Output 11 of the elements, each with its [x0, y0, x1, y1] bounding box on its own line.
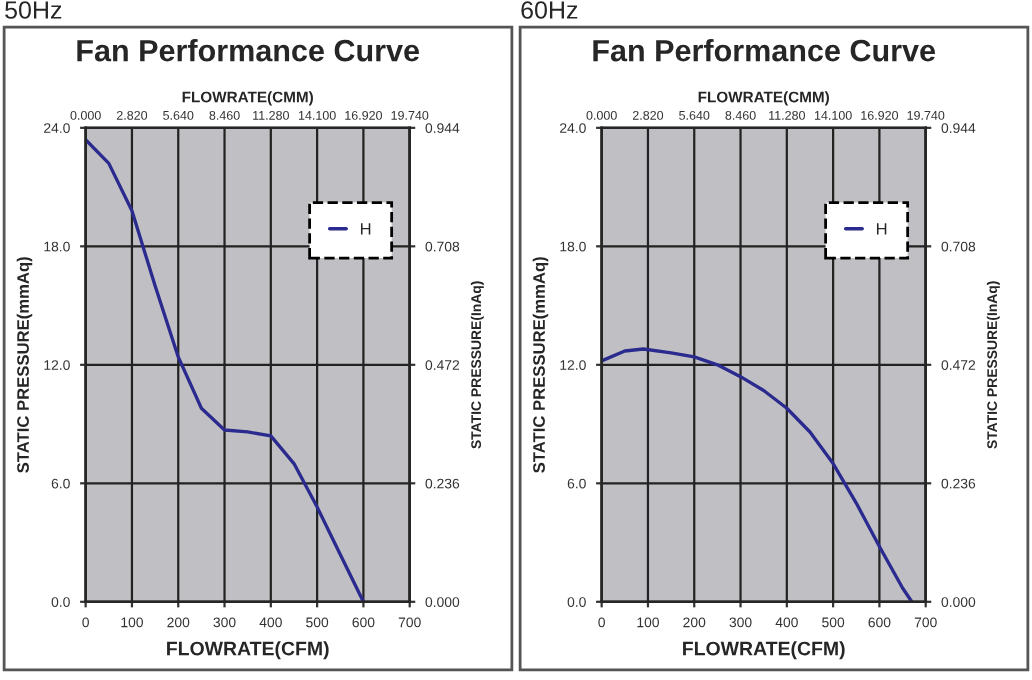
x-axis-title: FLOWRATE(CFM) — [683, 641, 845, 660]
chart-title: Fan Performance Curve — [77, 39, 419, 62]
x-axis-title: FLOWRATE(CFM) — [167, 641, 329, 660]
legend-label: H — [360, 223, 371, 235]
text: 50Hz — [5, 1, 62, 19]
y-axis-title: STATIC PRESSURE(mmAq) — [16, 257, 33, 473]
chart-title: Fan Performance Curve — [593, 39, 935, 62]
legend-label: H — [876, 223, 887, 235]
text: 60Hz — [521, 1, 578, 19]
y-axis-title: STATIC PRESSURE(mmAq) — [532, 257, 549, 473]
line-series — [601, 347, 914, 602]
